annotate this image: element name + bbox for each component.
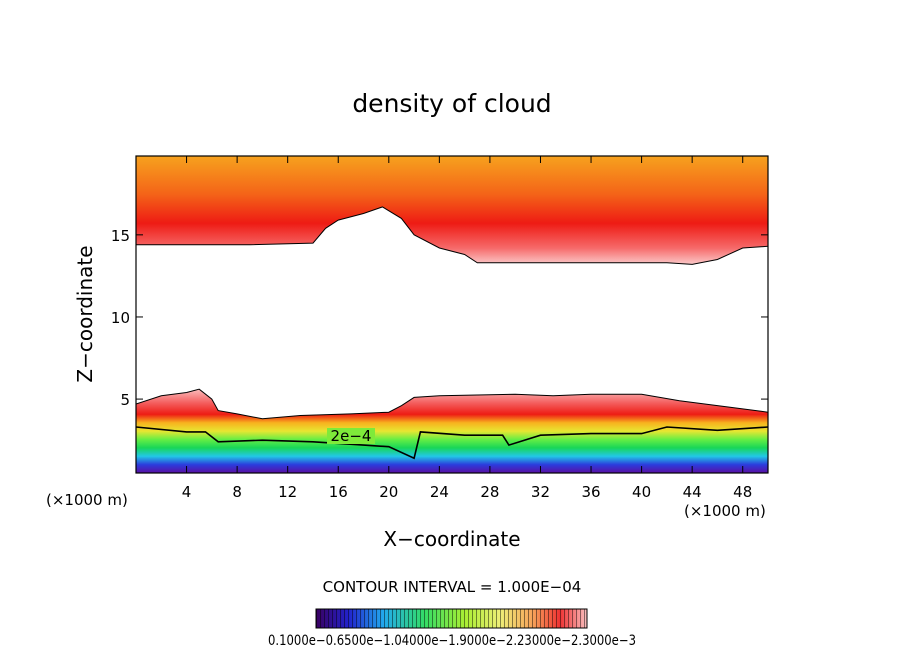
x-tick-label: 28 [480,483,499,501]
lower-cloud-layer [136,389,768,473]
upper-cloud-base-contour [136,206,768,265]
x-tick-label: 40 [632,483,651,501]
x-tick-label: 48 [733,483,752,501]
x-tick-label: 4 [182,483,192,501]
x-axis-ticks: 4 8 12 16 20 24 28 32 36 40 44 48 [182,156,752,501]
y-tick-label: 5 [120,391,130,409]
y-axis-ticks: 5 10 15 [111,227,768,409]
lower-cloud-top-contour [136,388,768,420]
upper-cloud-layer [136,156,768,265]
colorbar-labels: 0.1000e−0.6500e−1.04000e−1.9000e−2.23000… [268,633,636,649]
x-tick-label: 20 [379,483,398,501]
contour-interval-text: CONTOUR INTERVAL = 1.000E−04 [323,578,582,596]
contour-label-background [327,428,375,444]
x-tick-label: 8 [232,483,242,501]
x-axis-label: X−coordinate [383,527,520,551]
x-tick-label: 16 [329,483,348,501]
y-tick-label: 10 [111,309,130,327]
contour-2e-4 [136,426,768,460]
x-unit-left: (×1000 m) [46,491,128,509]
plot-area: 2e−4 [136,156,768,473]
x-tick-label: 36 [581,483,600,501]
x-tick-label: 24 [430,483,449,501]
colorbar-frame [315,608,588,629]
y-axis-label: Z−coordinate [73,245,97,382]
contour-label: 2e−4 [331,427,372,445]
plot-frame [135,155,769,474]
x-unit-right: (×1000 m) [684,502,766,520]
x-tick-label: 32 [531,483,550,501]
x-tick-label: 44 [683,483,702,501]
colorbar-stripes [316,609,587,628]
x-tick-label: 12 [278,483,297,501]
y-tick-label: 15 [111,227,130,245]
chart-title: density of cloud [352,89,551,118]
colorbar [315,608,588,629]
